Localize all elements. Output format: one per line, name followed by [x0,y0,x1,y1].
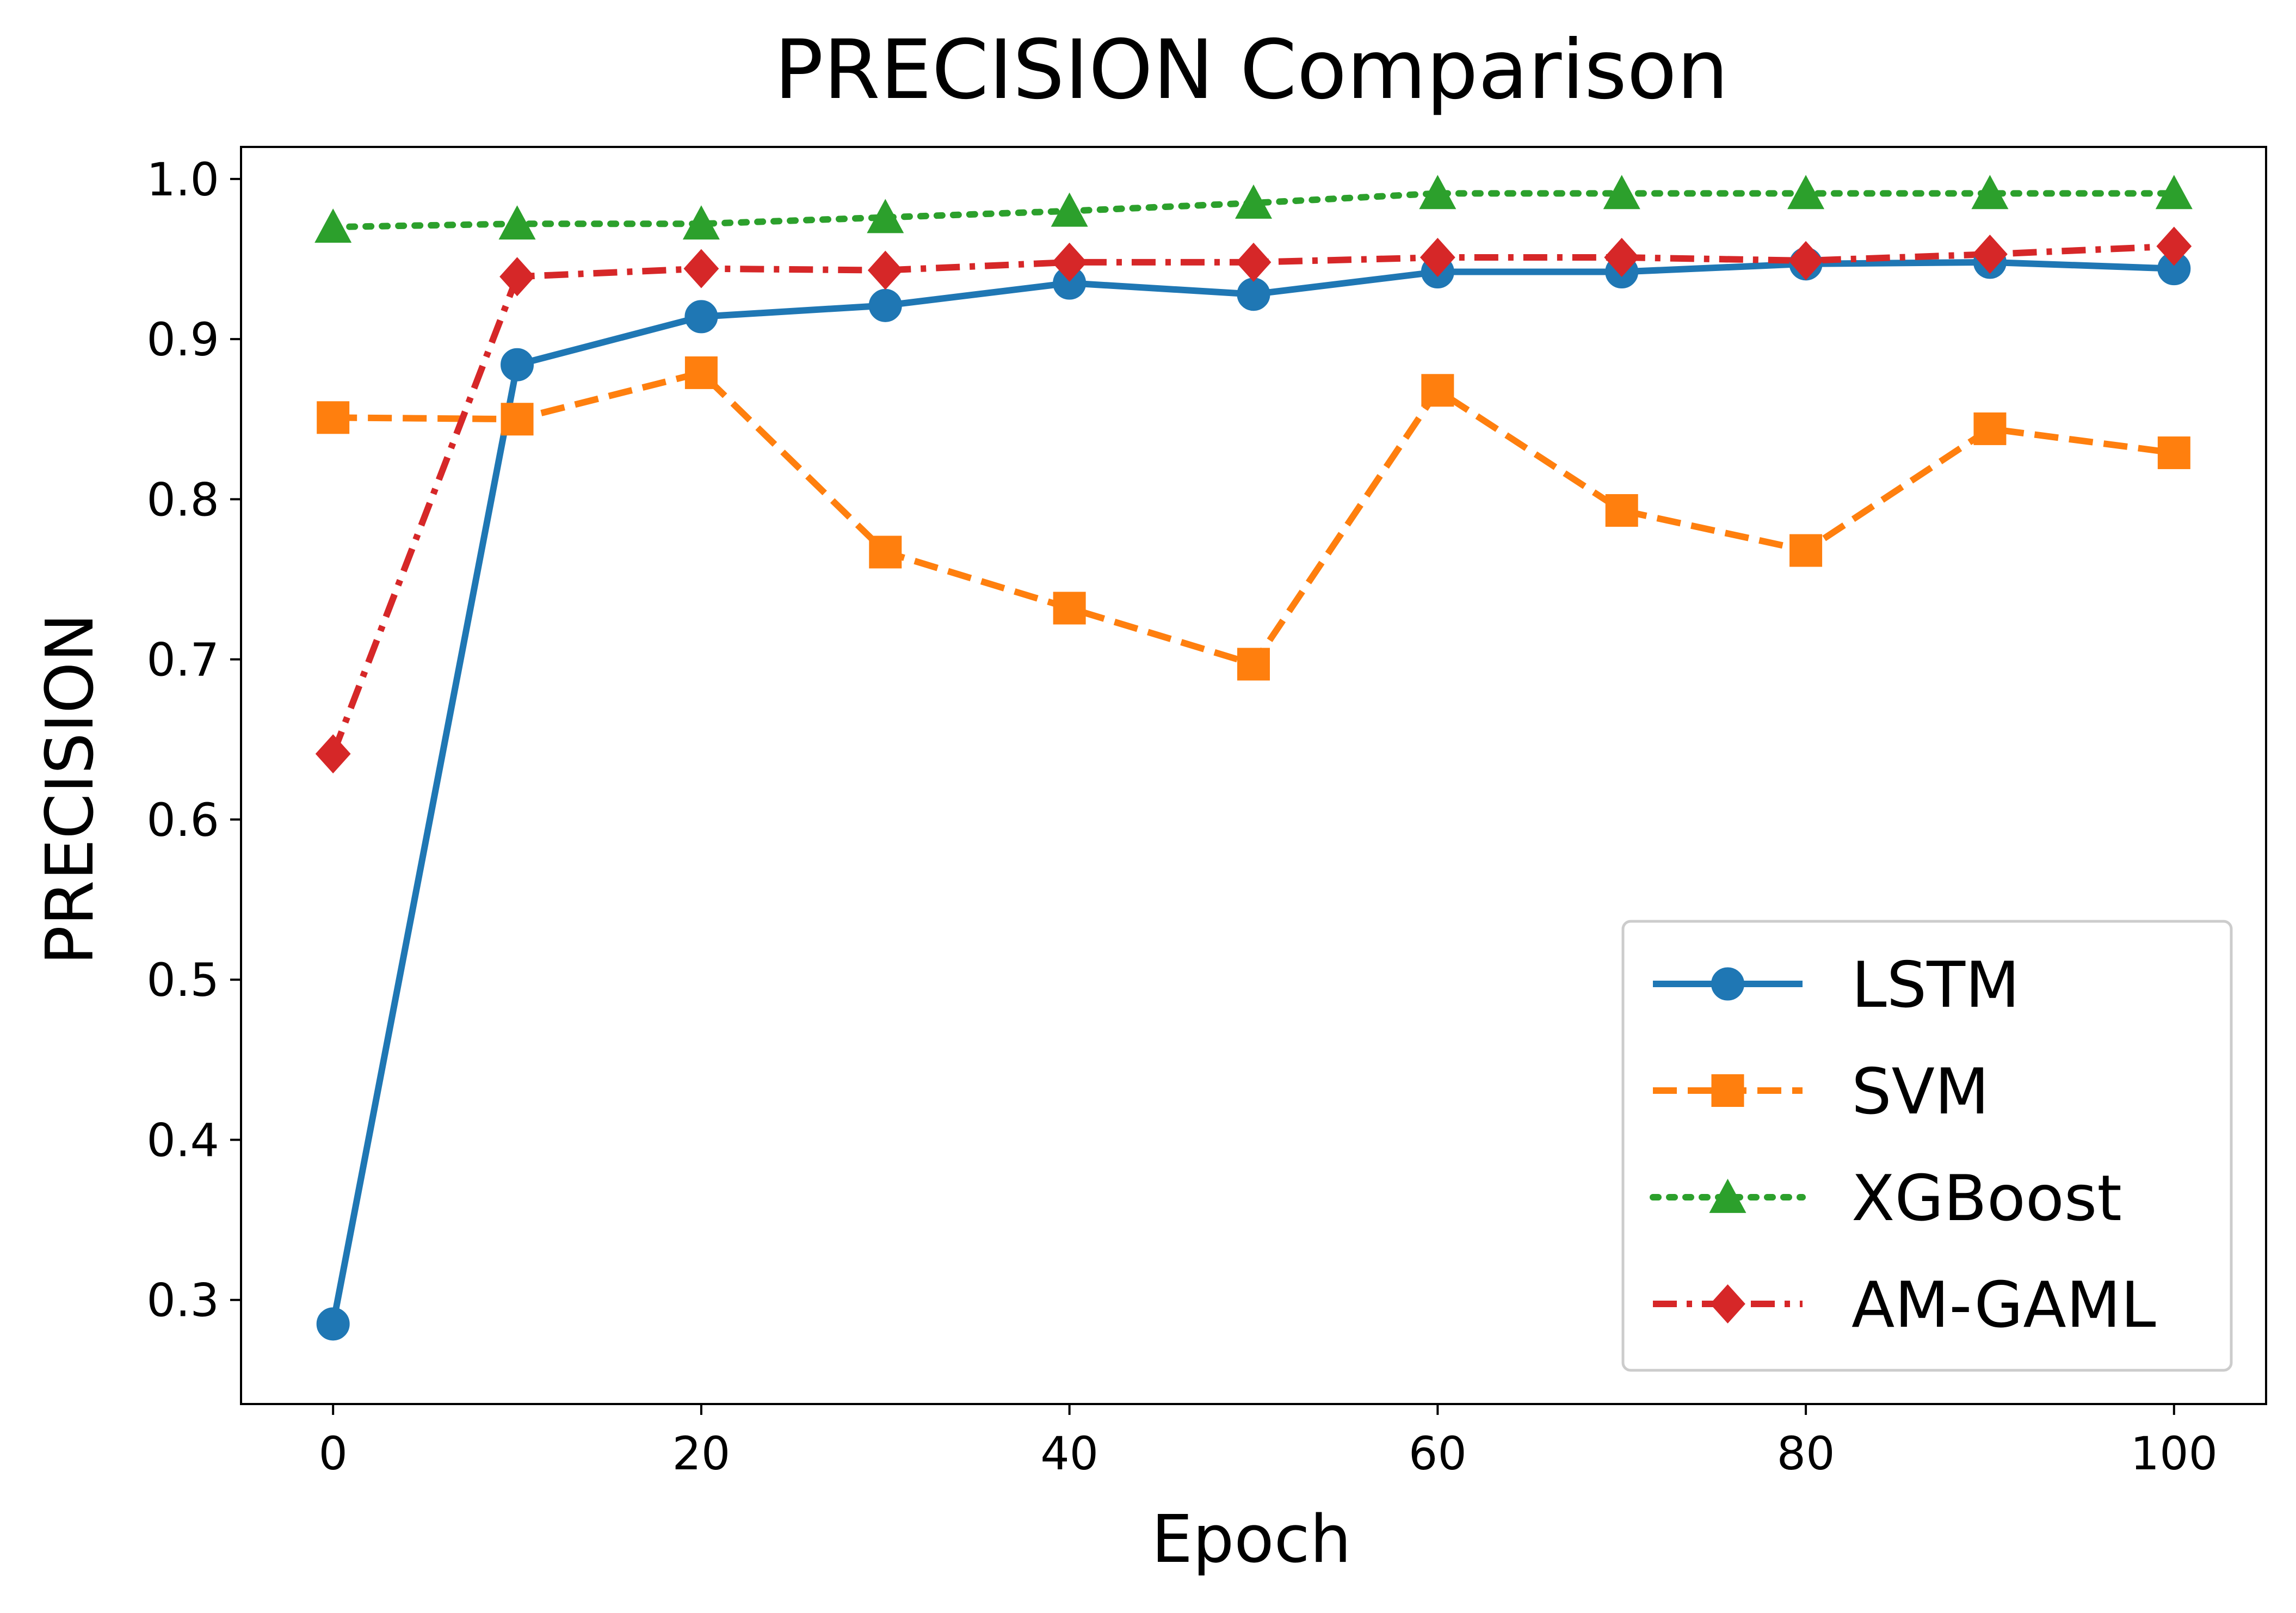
data-point-svm [684,356,718,389]
legend-label-am-gaml: AM-GAML [1851,1269,2156,1342]
data-point-svm [869,535,902,569]
y-tick-label: 1.0 [146,153,219,206]
series-line-am-gaml [330,243,2175,755]
data-point-am-gaml [867,250,903,290]
legend-label-lstm: LSTM [1851,949,2020,1022]
legend-marker-lstm [1711,967,1744,1001]
data-point-svm [1973,412,2007,445]
y-tick-label: 0.5 [146,953,219,1007]
data-point-xgboost [1051,192,1088,227]
chart-title: PRECISION Comparison [774,23,1729,118]
legend-marker-am-gaml [1710,1284,1745,1323]
data-point-svm [501,403,534,436]
data-point-xgboost [1419,175,1456,210]
data-point-am-gaml [1236,242,1272,282]
data-point-am-gaml [1972,235,2008,274]
data-point-am-gaml [315,734,351,774]
legend: LSTM SVM XGBoost AM-GAML [1621,920,2233,1372]
legend-marker-svm [1711,1074,1744,1107]
data-point-svm [1605,494,1638,527]
data-point-xgboost [2155,175,2193,210]
legend-label-xgboost: XGBoost [1851,1162,2122,1235]
data-point-svm [2157,436,2190,470]
x-tick-label: 40 [1040,1427,1098,1480]
data-point-svm [1237,648,1270,681]
plot-frame [240,146,2267,1405]
data-point-xgboost [682,205,720,240]
data-point-am-gaml [683,249,719,288]
data-point-xgboost [1971,175,2009,210]
data-point-lstm [501,348,534,381]
x-tick-label: 20 [672,1427,730,1480]
x-tick-label: 80 [1777,1427,1835,1480]
legend-marker-xgboost [1709,1179,1746,1213]
data-point-xgboost [314,208,352,243]
y-tick-label: 0.4 [146,1113,219,1167]
data-point-svm [317,401,350,434]
data-point-am-gaml [499,257,535,297]
data-point-svm [1053,592,1086,625]
data-point-am-gaml [1052,242,1088,282]
legend-box [1621,920,2233,1372]
data-point-lstm [868,288,902,322]
data-point-svm [1421,374,1454,407]
x-tick-label: 0 [318,1427,347,1480]
y-tick-label: 0.8 [146,473,219,526]
y-tick-label: 0.9 [146,313,219,366]
data-point-xgboost [1603,175,1640,210]
x-tick-label: 60 [1409,1427,1467,1480]
y-tick-label: 0.7 [146,633,219,687]
data-point-xgboost [1787,175,1825,210]
data-point-lstm [1237,278,1270,311]
plot-area: 0 20 40 60 80 100 0.3 0.4 0.5 0.6 0.7 0.8 0.9 1.0 [146,146,2267,1480]
data-point-am-gaml [1604,238,1640,278]
data-point-xgboost [1235,184,1272,219]
x-axis-label: Epoch [1151,1502,1351,1578]
data-point-lstm [316,1307,350,1341]
y-tick-label: 0.6 [146,793,219,847]
data-point-xgboost [498,205,536,240]
legend-label-svm: SVM [1851,1055,1989,1129]
data-point-am-gaml [1788,241,1824,280]
data-point-lstm [684,300,718,334]
x-tick-label: 100 [2131,1427,2218,1480]
data-point-am-gaml [1419,238,1455,278]
y-axis-label: PRECISION [33,613,108,965]
data-point-xgboost [867,199,904,233]
data-point-svm [1789,534,1823,567]
data-point-am-gaml [2156,226,2192,266]
y-tick-label: 0.3 [146,1274,219,1327]
